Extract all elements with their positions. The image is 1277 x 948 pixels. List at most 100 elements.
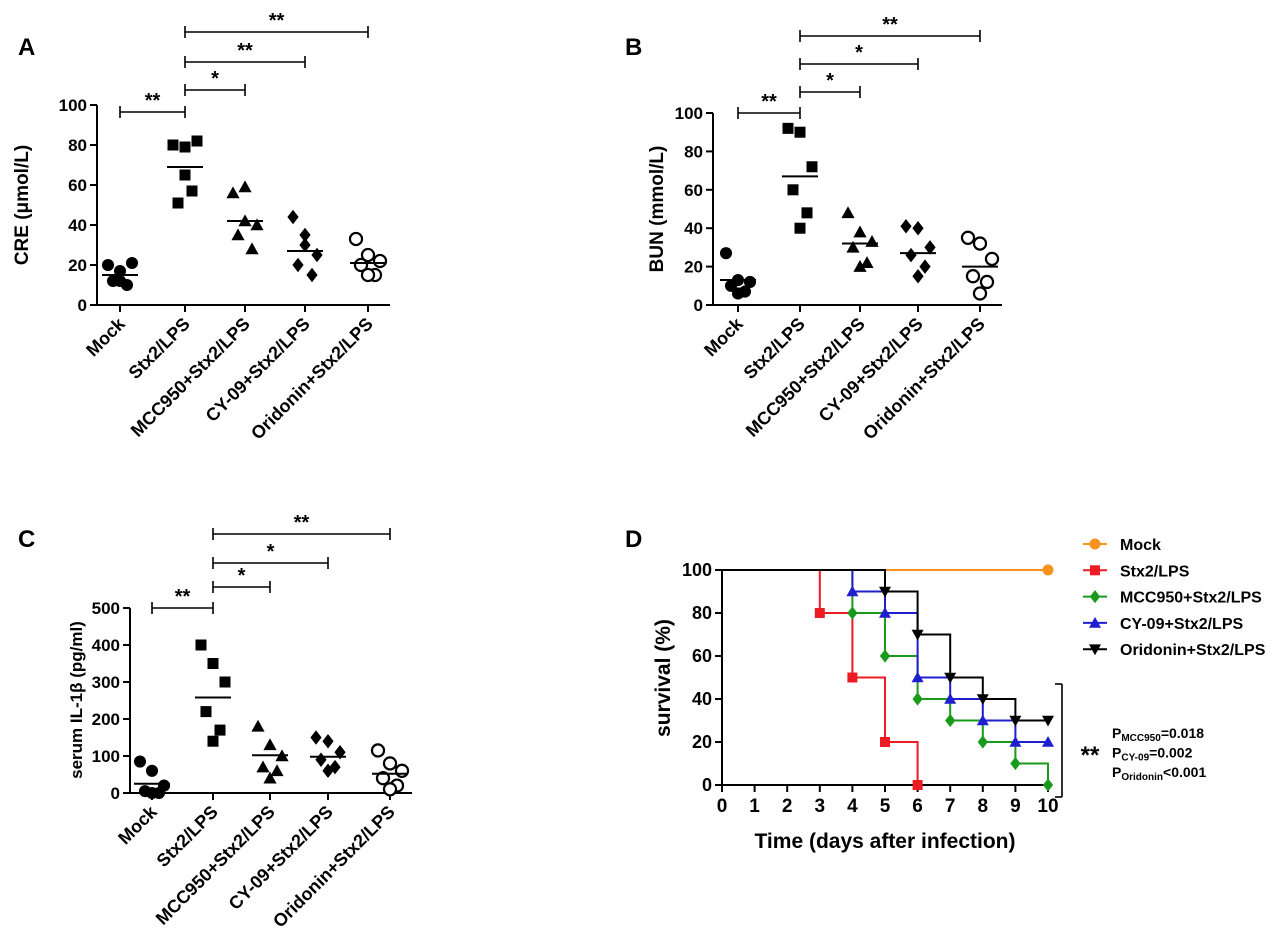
marker: [251, 719, 265, 732]
marker: [924, 240, 936, 255]
marker: [270, 764, 284, 777]
x-tick-label: 2: [782, 796, 793, 817]
p-value-text: =0.018: [1161, 725, 1204, 741]
x-tick-label: Mock: [82, 313, 129, 360]
y-tick-label: 100: [92, 747, 120, 766]
marker: [125, 256, 139, 270]
marker: [979, 274, 995, 290]
x-tick-label: CY-09+Stx2/LPS: [815, 314, 927, 426]
marker: [263, 738, 277, 751]
marker: [1042, 736, 1054, 747]
marker: [207, 735, 219, 747]
marker: [1089, 644, 1101, 656]
significance-label: **: [145, 90, 161, 112]
significance-label: *: [826, 70, 834, 92]
y-tick-label: 0: [78, 296, 87, 315]
marker: [299, 237, 311, 253]
survival-line: [722, 569, 1048, 743]
x-tick-label: CY-09+Stx2/LPS: [202, 314, 314, 426]
significance-label: **: [269, 10, 285, 32]
significance-label: **: [175, 586, 191, 608]
marker: [1042, 564, 1054, 576]
marker: [375, 771, 391, 786]
x-tick-label: 9: [1010, 796, 1021, 817]
x-tick-label: 5: [880, 796, 891, 817]
x-tick-label: Oridonin+Stx2/LPS: [859, 314, 989, 444]
marker: [724, 279, 738, 292]
marker: [847, 672, 858, 683]
marker: [977, 735, 988, 749]
significance-label: **: [882, 14, 898, 36]
marker: [382, 756, 398, 771]
marker: [879, 586, 891, 598]
y-tick-label: 200: [92, 710, 120, 729]
marker: [1042, 778, 1054, 792]
y-tick-label: 400: [92, 636, 120, 655]
marker: [214, 724, 226, 736]
panel-label: D: [625, 526, 642, 553]
marker: [145, 786, 159, 800]
y-tick-label: 100: [59, 96, 87, 115]
y-tick-label: 20: [684, 258, 703, 277]
marker: [905, 247, 917, 263]
x-tick-label: 1: [749, 796, 760, 817]
y-tick-label: 0: [702, 775, 712, 795]
significance-label: **: [761, 91, 777, 113]
legend-label: Stx2/LPS: [1120, 563, 1190, 580]
marker: [311, 247, 323, 263]
marker: [360, 267, 376, 283]
p-value: POridonin<0.001: [1112, 764, 1206, 783]
marker: [879, 649, 891, 663]
x-tick-label: Mock: [114, 801, 161, 848]
marker: [207, 658, 219, 669]
marker: [976, 714, 989, 726]
legend-label: Mock: [1120, 537, 1161, 554]
legend-label: MCC950+Stx2/LPS: [1120, 590, 1262, 607]
y-tick-label: 20: [68, 256, 87, 275]
significance-label: **: [237, 40, 253, 62]
marker: [394, 763, 410, 778]
marker: [972, 286, 988, 301]
marker: [382, 782, 398, 797]
y-tick-label: 80: [692, 603, 712, 623]
marker: [945, 713, 956, 728]
marker: [322, 733, 334, 749]
significance-label: *: [238, 565, 246, 587]
marker: [226, 186, 240, 199]
p-symbol: P: [1112, 745, 1121, 761]
marker: [944, 672, 957, 684]
x-tick-label: 6: [912, 796, 923, 817]
p-value-text: <0.001: [1163, 764, 1206, 780]
x-tick-label: CY-09+Stx2/LPS: [225, 802, 337, 914]
marker: [231, 228, 245, 241]
marker: [256, 760, 270, 773]
marker: [1090, 565, 1100, 576]
significance-label: *: [267, 541, 275, 563]
marker: [195, 639, 207, 651]
x-tick-label: 10: [1037, 796, 1058, 817]
marker: [1089, 616, 1101, 628]
marker: [250, 218, 264, 231]
marker: [1042, 715, 1054, 727]
marker: [306, 267, 318, 283]
marker: [179, 141, 191, 153]
marker: [919, 259, 931, 274]
marker: [911, 629, 924, 641]
marker: [315, 752, 327, 767]
x-tick-label: Oridonin+Stx2/LPS: [247, 314, 377, 444]
marker: [853, 260, 867, 272]
marker: [167, 139, 179, 151]
y-tick-label: 20: [692, 732, 712, 752]
marker: [1089, 590, 1101, 604]
marker: [238, 180, 252, 193]
marker: [310, 730, 322, 745]
y-tick-label: 80: [68, 136, 87, 155]
marker: [200, 706, 212, 718]
marker: [101, 258, 115, 272]
x-tick-label: 8: [978, 796, 989, 817]
p-symbol: P: [1112, 725, 1121, 741]
significance-label: *: [211, 68, 219, 90]
marker: [1009, 736, 1022, 747]
x-tick-label: MCC950+Stx2/LPS: [127, 314, 254, 441]
marker: [743, 275, 757, 289]
